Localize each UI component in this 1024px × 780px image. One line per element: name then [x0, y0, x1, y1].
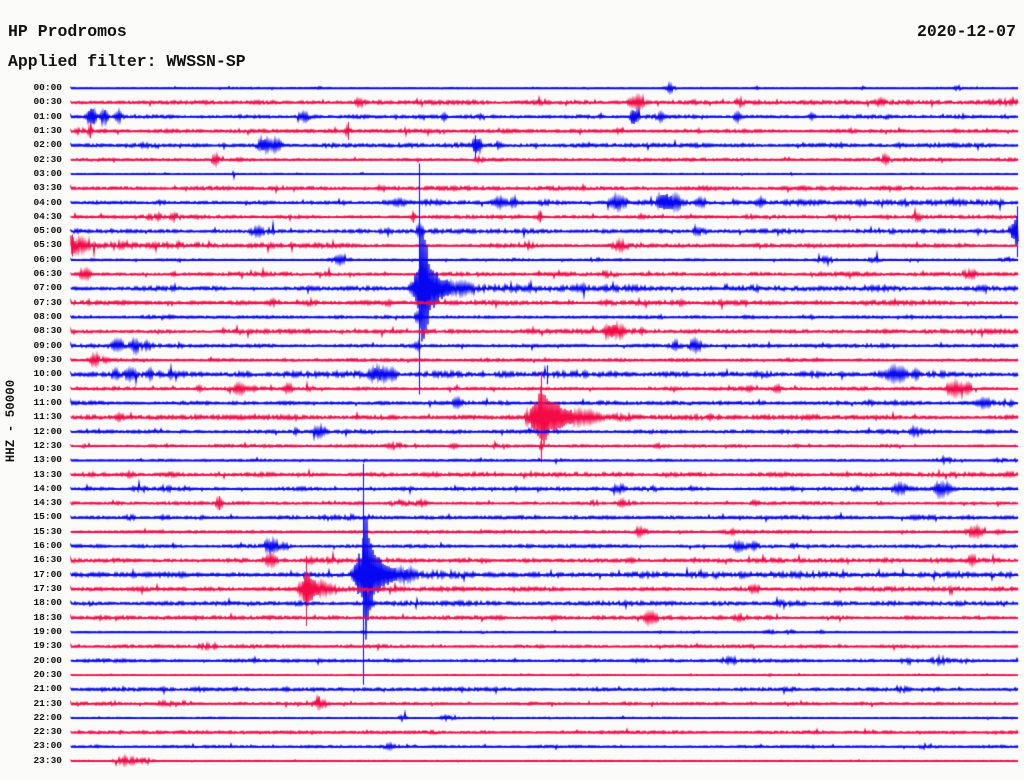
time-label: 04:00 — [33, 196, 62, 208]
time-label: 05:30 — [33, 239, 62, 251]
time-label: 23:00 — [33, 740, 62, 752]
time-label: 12:00 — [33, 425, 62, 437]
time-label: 16:00 — [33, 540, 62, 552]
time-label: 23:30 — [33, 754, 62, 766]
time-label: 00:30 — [33, 96, 62, 108]
date-label: 2020-12-07 — [916, 22, 1016, 41]
time-label: 18:00 — [33, 597, 62, 609]
time-label: 21:00 — [33, 683, 62, 695]
time-label: 10:00 — [33, 368, 62, 380]
time-label: 03:00 — [33, 167, 62, 179]
time-label: 11:00 — [33, 396, 62, 408]
time-label: 15:00 — [33, 511, 62, 523]
time-label: 06:30 — [33, 268, 62, 280]
station-title: HP Prodromos — [8, 22, 127, 41]
time-label: 03:30 — [33, 182, 62, 194]
time-label: 02:00 — [33, 139, 62, 151]
time-label: 06:00 — [33, 253, 62, 265]
time-label: 13:30 — [33, 468, 62, 480]
time-label: 08:00 — [33, 311, 62, 323]
time-axis-labels: 00:00 00:30 01:00 01:30 02:00 02:30 03:00 03:30… — [0, 0, 62, 780]
time-label: 08:30 — [33, 325, 62, 337]
time-label: 07:30 — [33, 296, 62, 308]
time-label: 01:00 — [33, 110, 62, 122]
time-label: 14:30 — [33, 497, 62, 509]
time-label: 07:00 — [33, 282, 62, 294]
time-label: 22:30 — [33, 726, 62, 738]
time-label: 05:00 — [33, 225, 62, 237]
time-label: 19:00 — [33, 625, 62, 637]
time-label: 19:30 — [33, 640, 62, 652]
time-label: 02:30 — [33, 153, 62, 165]
filter-label: Applied filter: WWSSN-SP — [8, 52, 246, 71]
time-label: 00:00 — [33, 82, 62, 93]
time-label: 11:30 — [33, 411, 62, 423]
time-label: 04:30 — [33, 210, 62, 222]
time-label: 20:30 — [33, 668, 62, 680]
time-label: 15:30 — [33, 525, 62, 537]
time-label: 16:30 — [33, 554, 62, 566]
time-label: 14:00 — [33, 482, 62, 494]
time-label: 20:00 — [33, 654, 62, 666]
time-label: 21:30 — [33, 697, 62, 709]
time-label: 01:30 — [33, 124, 62, 136]
time-label: 10:30 — [33, 382, 62, 394]
time-label: 22:00 — [33, 711, 62, 723]
time-label: 17:00 — [33, 568, 62, 580]
time-label: 13:00 — [33, 454, 62, 466]
time-label: 09:00 — [33, 339, 62, 351]
time-label: 18:30 — [33, 611, 62, 623]
time-label: 12:30 — [33, 439, 62, 451]
time-label: 17:30 — [33, 583, 62, 595]
time-label: 09:30 — [33, 353, 62, 365]
